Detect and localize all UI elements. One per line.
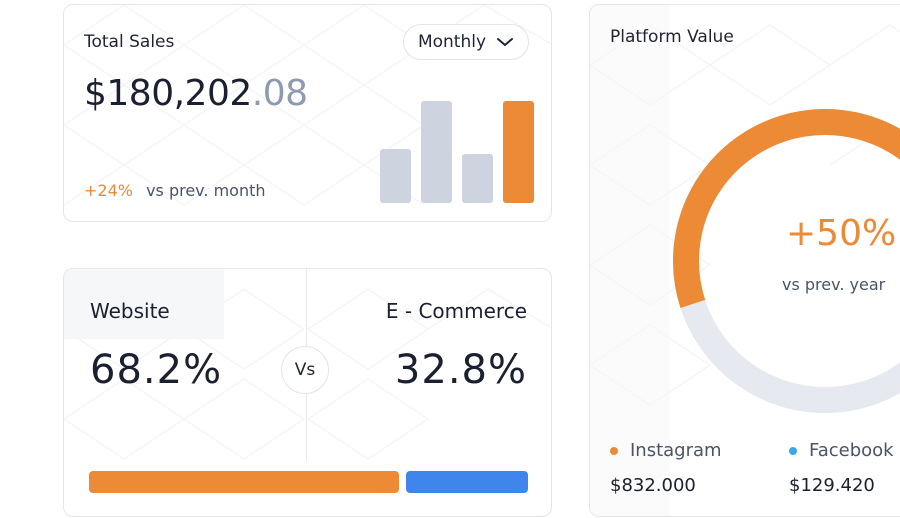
chevron-down-icon: [497, 38, 514, 46]
vs-badge: Vs: [281, 346, 329, 394]
website-share-bar: [89, 471, 399, 493]
sales-bar-chart: [380, 101, 534, 203]
ecommerce-percentage: 32.8%: [394, 347, 527, 393]
website-label: Website: [90, 299, 170, 323]
platform-growth-label: vs prev. year: [782, 275, 886, 294]
facebook-dot: [789, 446, 797, 455]
channel-comparison-card: Website E - Commerce 68.2% 32.8% Vs: [63, 268, 552, 517]
sales-bar: [380, 149, 411, 203]
sales-bar: [503, 101, 534, 203]
amount-main: $180,202: [84, 73, 252, 114]
legend-item-facebook: Facebook: [789, 440, 894, 461]
period-dropdown[interactable]: Monthly: [403, 24, 529, 60]
platform-growth-percent: +50%: [786, 213, 897, 254]
sales-change: +24% vs prev. month: [84, 181, 266, 200]
change-label: vs prev. month: [146, 181, 266, 200]
legend-item-instagram: Instagram: [610, 440, 722, 461]
sales-bar: [421, 101, 452, 203]
platform-value-card: Platform Value +50% vs prev. year Instag…: [589, 4, 900, 517]
ecommerce-label: E - Commerce: [385, 299, 527, 323]
platform-donut-chart: [673, 109, 900, 413]
card-title: Platform Value: [610, 27, 734, 47]
amount-cents: .08: [251, 73, 308, 114]
facebook-value: $129.420: [789, 475, 875, 496]
instagram-dot: [610, 446, 618, 455]
total-sales-card: Total Sales $180,202.08 Monthly +24% vs …: [63, 4, 552, 222]
change-percent: +24%: [84, 181, 133, 200]
ecommerce-share-bar: [406, 471, 528, 493]
sales-bar: [462, 154, 493, 203]
period-value: Monthly: [417, 32, 487, 52]
card-title: Total Sales: [84, 32, 175, 52]
legend-label: Facebook: [809, 440, 894, 461]
total-sales-amount: $180,202.08: [84, 73, 308, 114]
donut-progress-arc: [673, 109, 900, 308]
instagram-value: $832.000: [610, 475, 696, 496]
website-percentage: 68.2%: [90, 347, 223, 393]
legend-label: Instagram: [630, 440, 722, 461]
